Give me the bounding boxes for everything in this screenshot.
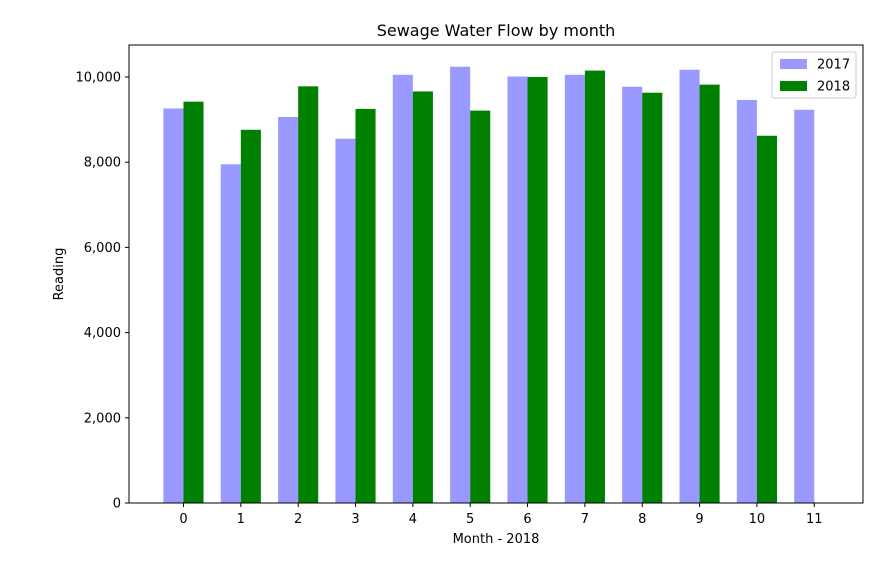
bar-2017-8: [622, 86, 643, 503]
legend-label-2017: 2017: [817, 58, 850, 73]
x-axis-ticks: 0 1 2 3 4 5 6 7 8 9 10 11: [179, 503, 823, 527]
x-tick-label: 1: [237, 512, 245, 527]
bar-2018-3: [355, 108, 376, 503]
bar-2018-1: [240, 129, 261, 503]
y-tick-label: 10,000: [76, 70, 122, 85]
x-tick-label: 3: [351, 512, 359, 527]
bar-2017-9: [679, 69, 700, 504]
y-tick-label: 8,000: [84, 156, 121, 171]
bar-2017-7: [564, 74, 585, 504]
bar-2018-0: [183, 101, 204, 503]
chart-title: Sewage Water Flow by month: [377, 21, 616, 40]
bar-2018-5: [470, 110, 491, 504]
bar-2018-8: [642, 92, 663, 503]
legend-swatch-2017: [780, 59, 807, 69]
bar-2017-11: [794, 109, 815, 504]
legend-label-2018: 2018: [817, 80, 850, 95]
x-tick-label: 9: [695, 512, 703, 527]
y-axis-ticks: 0 2,000 4,000 6,000 8,000 10,000: [76, 70, 129, 512]
legend-swatch-2018: [780, 81, 807, 91]
bar-2018-7: [584, 70, 605, 503]
plot-frame: [128, 44, 864, 504]
y-tick-label: 4,000: [84, 326, 121, 341]
legend: 2017 2018: [771, 51, 857, 99]
x-tick-label: 0: [179, 512, 187, 527]
bar-2018-4: [412, 91, 433, 503]
bar-2018-10: [756, 135, 777, 503]
x-tick-label: 2: [294, 512, 302, 527]
bar-2017-5: [450, 66, 471, 504]
bars-group: [163, 66, 815, 504]
bar-2018-9: [699, 84, 720, 504]
x-tick-label: 8: [638, 512, 646, 527]
x-tick-label: 6: [523, 512, 531, 527]
x-tick-label: 4: [409, 512, 417, 527]
y-tick-label: 6,000: [84, 241, 121, 256]
bar-2017-6: [507, 76, 528, 504]
bar-2017-2: [278, 117, 299, 503]
x-tick-label: 11: [806, 512, 823, 527]
bar-2017-4: [392, 74, 413, 504]
bar-2018-6: [527, 76, 548, 503]
bar-2017-10: [736, 99, 757, 504]
x-tick-label: 7: [581, 512, 589, 527]
y-tick-label: 0: [113, 497, 121, 512]
y-tick-label: 2,000: [84, 411, 121, 426]
bar-2017-3: [335, 138, 356, 504]
bar-2017-1: [220, 164, 241, 503]
x-axis-title: Month - 2018: [453, 532, 540, 547]
y-axis-title: Reading: [52, 248, 67, 301]
x-tick-label: 5: [466, 512, 474, 527]
bar-2017-0: [163, 108, 184, 503]
bar-2018-2: [298, 86, 319, 504]
x-tick-label: 10: [749, 512, 766, 527]
